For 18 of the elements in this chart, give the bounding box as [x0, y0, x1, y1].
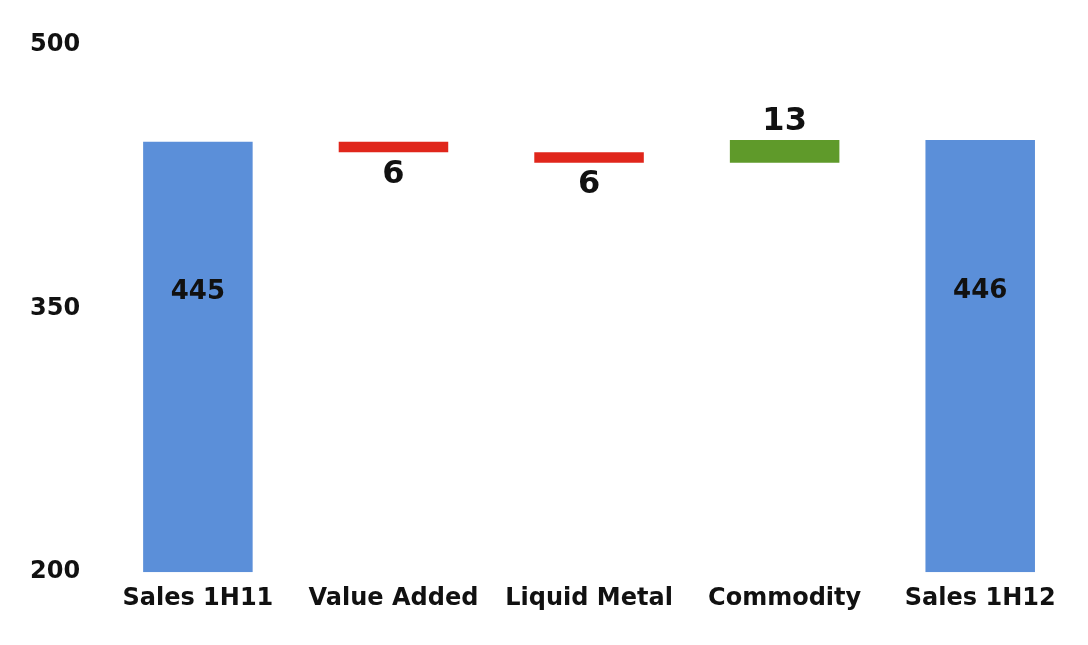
bar: [729, 139, 840, 163]
bar: [143, 141, 253, 573]
y-tick-label: 350: [29, 292, 81, 321]
data-label: 6: [577, 163, 601, 202]
x-tick-label: Value Added: [308, 582, 479, 611]
x-tick-label: Liquid Metal: [505, 582, 673, 611]
data-label: 445: [170, 275, 226, 306]
y-tick-label: 500: [29, 29, 81, 58]
x-tick-label: Sales 1H11: [122, 582, 274, 611]
bar: [338, 141, 449, 153]
data-label: 13: [762, 100, 807, 139]
data-label: 6: [382, 152, 405, 191]
bar: [925, 139, 1035, 573]
x-tick-label: Sales 1H12: [904, 582, 1056, 611]
x-tick-label: Commodity: [708, 582, 862, 611]
bar: [534, 152, 644, 163]
data-label: 446: [953, 273, 1008, 304]
y-tick-label: 200: [29, 556, 81, 585]
